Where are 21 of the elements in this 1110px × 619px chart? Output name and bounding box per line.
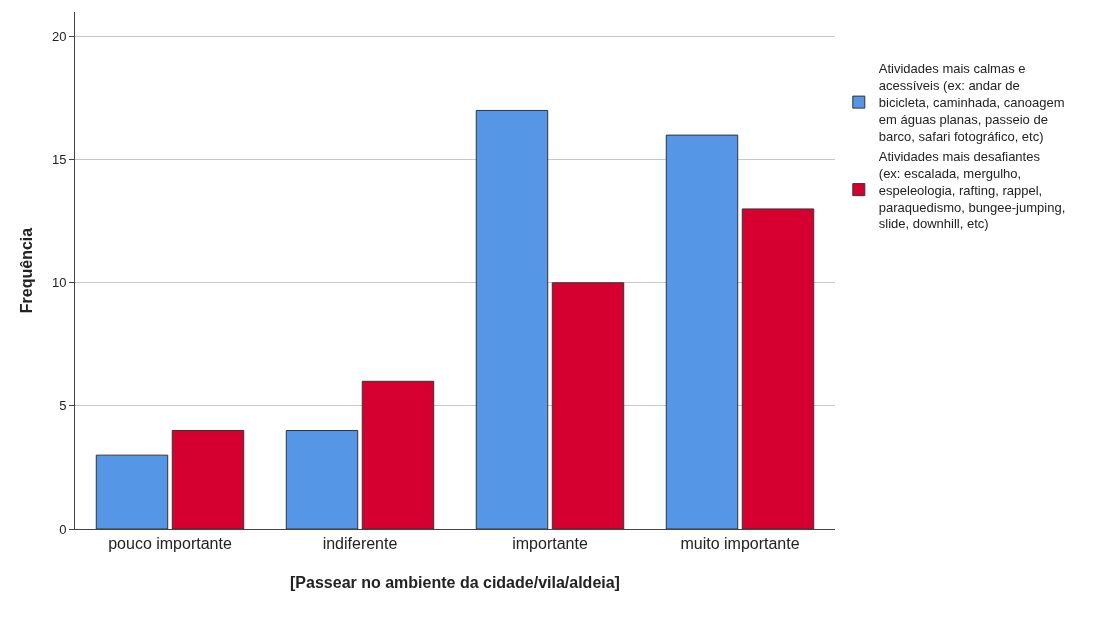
- y-tick-label: 15: [51, 152, 67, 168]
- bar: [95, 454, 169, 529]
- y-tick-label: 0: [59, 521, 67, 537]
- x-axis-title: [Passear no ambiente da cidade/vila/aldeia]: [290, 573, 620, 591]
- x-tick-label: indiferente: [322, 535, 398, 553]
- legend-label: Atividades mais desafiantes (ex: escalada, mergulho, espeleologia, rafting, rappel, paraquedismo, bungee-jumping, slide, downhill, etc): [878, 148, 1066, 232]
- x-tick-label: pouco importante: [108, 535, 232, 553]
- x-tick-label: muito importante: [680, 535, 800, 553]
- bar: [171, 430, 245, 529]
- bar: [475, 109, 549, 529]
- y-tick-label: 5: [59, 398, 67, 414]
- bar: [665, 134, 739, 529]
- bar: [361, 380, 435, 529]
- bar: [551, 282, 625, 529]
- x-tick-label: importante: [512, 535, 588, 553]
- bar: [741, 208, 815, 529]
- y-tick-label: 20: [51, 29, 67, 45]
- bar: [285, 430, 359, 529]
- y-axis-title: Frequência: [17, 227, 35, 314]
- y-tick-label: 10: [51, 275, 67, 291]
- legend-label: Atividades mais calmas e acessíveis (ex: andar de bicicleta, caminhada, canoagem em águas planas, passeio de barco, safari fotográfico, etc): [878, 61, 1065, 144]
